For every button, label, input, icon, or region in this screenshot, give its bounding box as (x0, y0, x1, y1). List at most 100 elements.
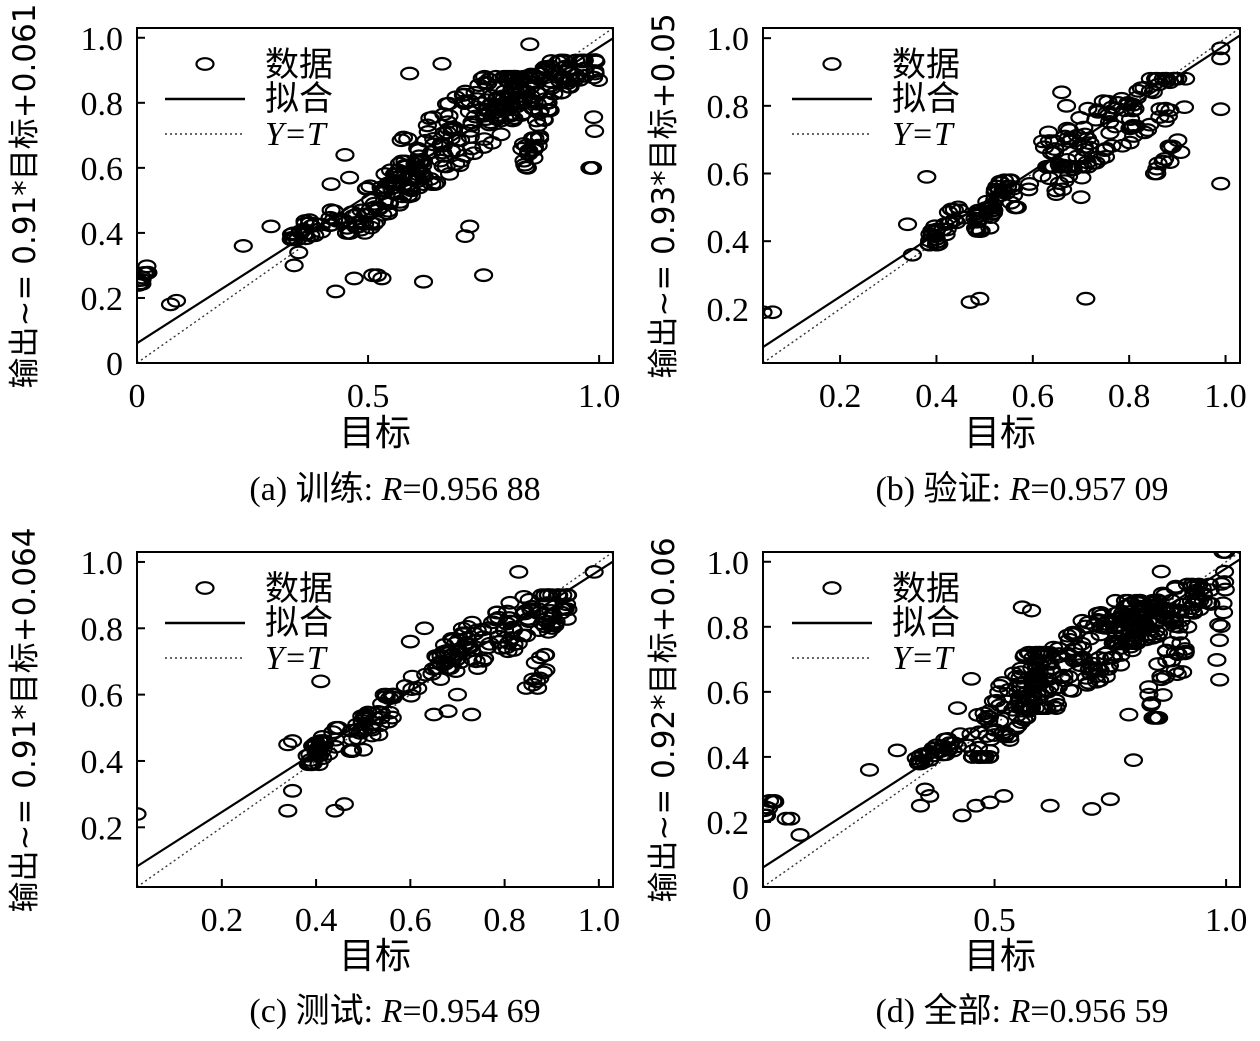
x-axis-label: 目标 (339, 936, 411, 977)
data-point (584, 565, 604, 579)
data-point (278, 737, 298, 752)
legend-label-data: 数据 (265, 569, 333, 609)
data-point (1158, 109, 1178, 124)
y-tick-label: 0.6 (81, 678, 124, 715)
data-point (344, 271, 364, 286)
x-tick-label: 1.0 (578, 902, 621, 939)
data-point (1080, 631, 1100, 646)
caption-colon: : (364, 471, 382, 508)
data-point (963, 750, 983, 764)
data-point (477, 102, 498, 117)
y-tick-label: 0.2 (707, 292, 750, 329)
x-tick-label: 0.8 (483, 902, 526, 939)
data-point (994, 184, 1014, 199)
data-point (450, 133, 471, 147)
caption-subset: 验证 (924, 469, 992, 509)
panel-caption: (d) 全部: R=0.956 59 (875, 991, 1168, 1031)
data-point (941, 202, 962, 217)
x-tick-label: 0 (129, 378, 146, 415)
x-tick-label: 0.5 (347, 378, 390, 415)
data-point (282, 734, 303, 748)
y-tick-label: 0.4 (707, 740, 750, 777)
data-point (1033, 134, 1053, 149)
caption-prefix: (d) (875, 993, 923, 1030)
legend-label-data: 数据 (892, 569, 960, 609)
data-point (1139, 680, 1159, 694)
data-point (562, 66, 582, 81)
data-point (334, 797, 354, 811)
data-point (1209, 633, 1230, 648)
data-point (289, 245, 309, 260)
y-tick-label: 0.8 (81, 611, 124, 648)
data-point (941, 215, 961, 230)
data-point (441, 144, 462, 158)
data-point (439, 96, 459, 111)
data-point (498, 636, 519, 650)
data-point (1123, 103, 1143, 118)
data-point (1118, 95, 1138, 110)
data-point (1148, 657, 1168, 671)
data-point (915, 782, 935, 797)
y-tick-label: 0.2 (81, 810, 124, 847)
data-point (400, 66, 420, 81)
data-point (1144, 602, 1165, 617)
data-point (1110, 657, 1131, 672)
data-point (1007, 200, 1027, 215)
data-point (1174, 100, 1195, 115)
data-point (1088, 103, 1108, 118)
data-point (1165, 663, 1185, 678)
data-point (474, 268, 494, 283)
data-point (1149, 710, 1169, 725)
y-tick-label: 1.0 (707, 545, 750, 582)
data-point (1076, 291, 1096, 306)
data-point (311, 674, 331, 689)
data-point (354, 217, 375, 231)
data-point (409, 149, 429, 164)
data-point (541, 54, 561, 68)
data-point (474, 132, 494, 147)
data-point (910, 798, 931, 813)
data-point (967, 224, 987, 238)
axes-frame (136, 27, 614, 364)
data-point (436, 159, 456, 174)
data-point (1106, 636, 1126, 650)
data-point (519, 592, 539, 607)
data-point (1128, 83, 1148, 98)
data-point (992, 676, 1013, 690)
data-point (340, 744, 360, 758)
data-point (529, 131, 550, 146)
data-point (1213, 605, 1234, 620)
data-point (489, 635, 509, 649)
data-point (538, 624, 559, 639)
data-point (339, 170, 360, 185)
data-point (1089, 614, 1109, 629)
data-point (328, 720, 349, 735)
data-point (475, 69, 495, 84)
data-point (1099, 658, 1120, 673)
data-point (512, 141, 532, 156)
data-point (1057, 121, 1077, 136)
data-point (1115, 103, 1135, 118)
data-point (990, 176, 1010, 190)
caption-prefix: (c) (249, 993, 295, 1030)
data-point (526, 674, 547, 689)
data-point (924, 748, 944, 763)
data-point (284, 232, 304, 247)
data-point (980, 795, 1000, 810)
data-point (1151, 564, 1171, 579)
data-point (473, 653, 493, 668)
data-point (1139, 687, 1159, 702)
data-point (1072, 170, 1092, 185)
caption-colon: : (364, 993, 382, 1030)
data-point (1150, 110, 1170, 124)
y-tick-label: 0 (732, 870, 749, 907)
data-point (1124, 129, 1144, 143)
data-point (446, 156, 466, 171)
data-point (999, 173, 1020, 188)
data-point (1163, 71, 1183, 86)
data-point (500, 595, 520, 610)
data-points (763, 41, 1231, 320)
data-point (401, 688, 421, 703)
